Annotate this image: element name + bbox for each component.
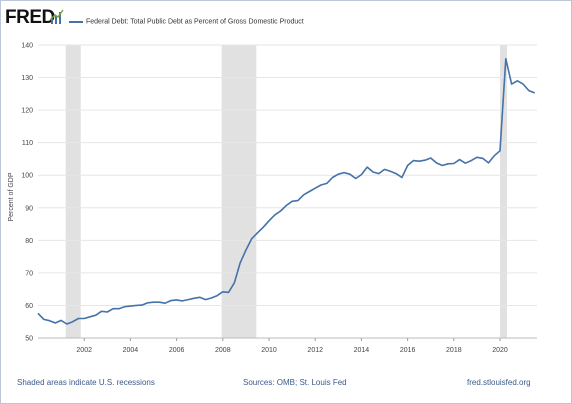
legend-swatch	[69, 20, 83, 23]
y-tick-label: 140	[21, 43, 33, 50]
recession-band-1	[221, 45, 257, 338]
y-axis-label: Percent of GDP	[8, 172, 15, 221]
y-tick-label: 110	[22, 140, 33, 147]
recession-shading	[65, 45, 507, 338]
y-tick-label: 130	[21, 75, 33, 82]
x-tick-label: 2006	[169, 347, 185, 354]
x-tick-label: 2016	[400, 347, 416, 354]
y-tick-label: 50	[25, 336, 33, 343]
recession-note: Shaded areas indicate U.S. recessions	[17, 378, 155, 387]
y-tick-label: 60	[25, 303, 33, 310]
series-group	[37, 57, 535, 325]
x-tick-label: 2014	[354, 347, 370, 354]
x-tick-label: 2010	[261, 347, 277, 354]
y-tick-label: 90	[25, 205, 33, 212]
x-tick-label: 2004	[123, 347, 139, 354]
x-tick-label: 2018	[446, 347, 462, 354]
site-link[interactable]: fred.stlouisfed.org	[467, 378, 531, 387]
y-tick-label: 120	[21, 108, 33, 115]
recession-band-2	[500, 45, 507, 338]
grid-lines	[38, 44, 537, 339]
y-axis-ticks: 50 60 70 80 90 100 110 120 130 140	[21, 43, 33, 343]
y-tick-label: 100	[21, 173, 33, 180]
recession-band-0	[65, 45, 81, 338]
y-tick-label: 70	[25, 270, 33, 277]
series-line-0	[37, 57, 535, 325]
legend-item[interactable]: Federal Debt: Total Public Debt as Perce…	[69, 13, 304, 31]
x-tick-label: 2020	[492, 347, 508, 354]
sources-text: Sources: OMB; St. Louis Fed	[243, 378, 347, 387]
x-tick-label: 2002	[76, 347, 92, 354]
chart-line-icon	[50, 9, 64, 24]
y-tick-label: 80	[25, 238, 33, 245]
legend-label: Federal Debt: Total Public Debt as Perce…	[86, 18, 304, 26]
x-tick-label: 2012	[307, 347, 323, 354]
x-axis-ticks: 2002 2004 2006 2008 2010 2012 2014 2016 2018 2020	[38, 337, 537, 354]
fred-logo[interactable]: FRED	[5, 7, 55, 28]
x-tick-label: 2008	[215, 347, 231, 354]
